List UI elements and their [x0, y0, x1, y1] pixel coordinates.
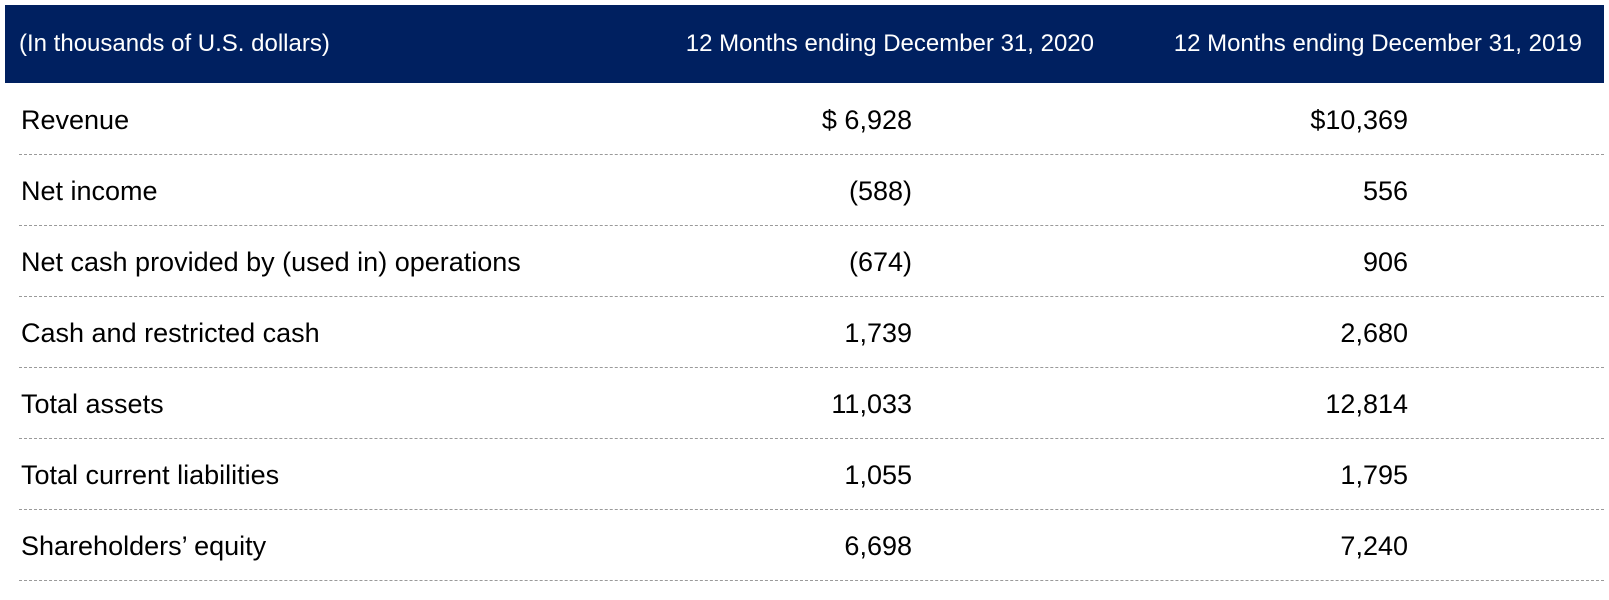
table-row: Revenue $ 6,928 $10,369 — [19, 83, 1604, 155]
value-cell: 556 — [1362, 176, 1408, 206]
value-cell: 6,698 — [844, 531, 912, 561]
financial-table: (In thousands of U.S. dollars) 12 Months … — [5, 5, 1604, 595]
table-row: Shareholders’ equity 6,698 7,240 — [19, 509, 1604, 581]
value-cell: (674) — [848, 247, 912, 277]
row-label: Total current liabilities — [21, 460, 280, 490]
value-cell: 7,240 — [1340, 531, 1408, 561]
value-cell: 1,739 — [844, 318, 912, 348]
header-cell: 12 Months ending December 31, 2020 — [685, 30, 1094, 57]
row-label: Revenue — [21, 105, 130, 135]
row-label: Net cash provided by (used in) operation… — [21, 247, 521, 277]
row-label: Total assets — [21, 389, 164, 419]
value-cell: $10,369 — [1310, 105, 1408, 135]
value-cell: 2,680 — [1340, 318, 1408, 348]
table-row: Net cash provided by (used in) operation… — [19, 225, 1604, 297]
header-cell: 12 Months ending December 31, 2019 — [1173, 30, 1582, 57]
value-cell: 906 — [1362, 247, 1408, 277]
value-cell: (588) — [848, 176, 912, 206]
value-cell: 11,033 — [831, 389, 912, 419]
value-cell: 12,814 — [1325, 389, 1408, 419]
row-label: Cash and restricted cash — [21, 318, 320, 348]
table-row: Total assets 11,033 12,814 — [19, 367, 1604, 439]
value-cell: $ 6,928 — [821, 105, 912, 135]
table-row: Net income (588) 556 — [19, 154, 1604, 226]
header-cell: (In thousands of U.S. dollars) — [19, 30, 330, 57]
table-header: (In thousands of U.S. dollars) 12 Months … — [5, 5, 1604, 83]
value-cell: 1,795 — [1340, 460, 1408, 490]
table-row: Total current liabilities 1,055 1,795 — [19, 438, 1604, 510]
table-row: Cash and restricted cash 1,739 2,680 — [19, 296, 1604, 368]
row-label: Net income — [21, 176, 158, 206]
value-cell: 1,055 — [844, 460, 912, 490]
row-label: Shareholders’ equity — [21, 531, 267, 561]
